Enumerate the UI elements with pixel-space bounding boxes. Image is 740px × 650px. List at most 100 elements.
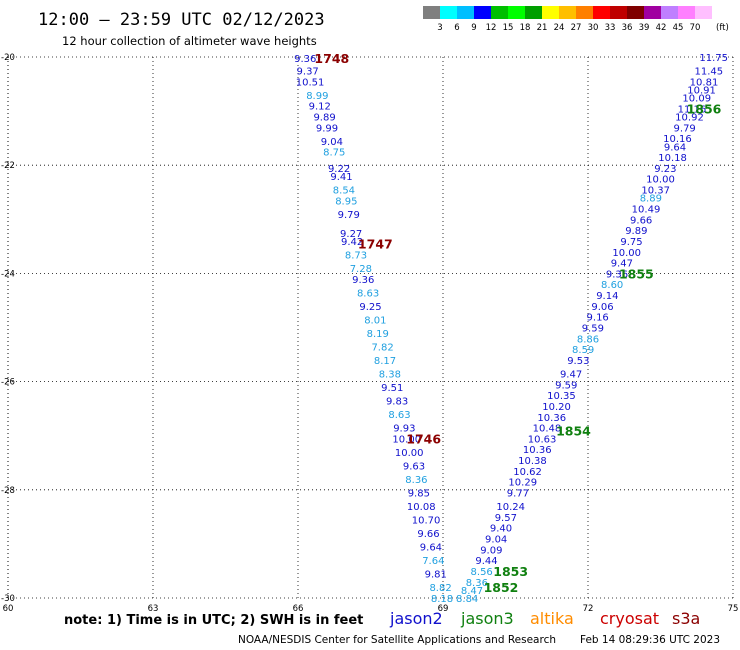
colorbar-swatch	[610, 6, 627, 19]
x-tick-label: 72	[583, 604, 594, 614]
data-point-label: 11.75	[699, 53, 728, 64]
y-tick-label: -30	[1, 594, 15, 604]
data-point-label: 10.00	[395, 448, 424, 459]
x-tick-label: 63	[148, 604, 159, 614]
data-point-label: 8.19	[367, 329, 389, 340]
axis-tick-labels: 60 63 66 69 72 75 -20 -22 -24 -26 -28 -30	[1, 53, 738, 614]
data-point-label: 8.01	[364, 315, 386, 326]
data-points: 9.369.3710.518.999.129.899.999.048.759.2…	[294, 53, 728, 605]
track-label: 1856	[687, 101, 722, 116]
data-point-label: 8.63	[388, 410, 410, 421]
data-point-label: 8.60	[601, 280, 623, 291]
data-point-label: 10.81	[690, 77, 719, 88]
data-point-label: 9.16	[587, 313, 609, 324]
colorbar-tick-label: 39	[639, 23, 650, 33]
data-point-label: 9.14	[596, 291, 618, 302]
data-point-label: 9.79	[674, 123, 696, 134]
colorbar-swatch	[440, 6, 457, 19]
footer-timestamp: Feb 14 08:29:36 UTC 2023	[580, 634, 720, 646]
data-point-label: 9.77	[507, 489, 529, 500]
colorbar-tick-label: 3	[437, 23, 442, 33]
colorbar-swatch	[644, 6, 661, 19]
x-tick-label: 60	[3, 604, 14, 614]
data-point-label: 7.64	[422, 556, 444, 567]
data-point-label: 9.64	[664, 142, 686, 153]
colorbar-swatch	[423, 6, 440, 19]
data-point-label: 8.17	[374, 356, 396, 367]
data-point-label: 9.37	[297, 67, 319, 78]
data-point-label: 8.75	[323, 148, 345, 159]
colorbar-swatch	[576, 6, 593, 19]
data-point-label: 8.84	[456, 594, 478, 605]
data-point-label: 8.38	[379, 369, 401, 380]
colorbar-swatch	[678, 6, 695, 19]
data-point-label: 10.29	[508, 478, 537, 489]
data-point-label: 9.36	[606, 269, 628, 280]
chart-subtitle: 12 hour collection of altimeter wave hei…	[62, 34, 317, 48]
data-point-label: 8.59	[572, 345, 594, 356]
data-point-label: 9.51	[381, 383, 403, 394]
data-point-label: 11.16	[678, 104, 707, 115]
x-tick-label: 75	[728, 604, 739, 614]
data-point-label: 10.51	[296, 77, 325, 88]
data-point-label: 8.54	[333, 186, 355, 197]
data-point-label: 10.92	[675, 113, 704, 124]
data-point-label: 7.82	[371, 342, 393, 353]
footer-credit: NOAA/NESDIS Center for Satellite Applica…	[238, 634, 556, 646]
data-point-label: 9.83	[386, 397, 408, 408]
data-point-label: 9.66	[630, 215, 652, 226]
satellite-legend-cryosat: cryosat	[600, 609, 659, 628]
colorbar-tick-label: 9	[471, 23, 476, 33]
data-point-label: 9.47	[611, 259, 633, 270]
colorbar-unit: (ft)	[716, 23, 729, 33]
colorbar-tick-label: 45	[673, 23, 684, 33]
colorbar-tick-label: 15	[503, 23, 514, 33]
data-point-label: 8.82	[429, 583, 451, 594]
colorbar-tick-label: 33	[605, 23, 616, 33]
colorbar-swatch	[661, 6, 678, 19]
colorbar-tick-label: 6	[454, 23, 459, 33]
data-point-label: 11.45	[695, 67, 724, 78]
track-label: 1746	[406, 431, 441, 446]
data-point-label: 9.40	[490, 524, 512, 535]
colorbar-swatch	[525, 6, 542, 19]
data-point-label: 10.49	[632, 204, 661, 215]
data-point-label: 9.04	[485, 534, 507, 545]
data-point-label: 10.37	[641, 186, 670, 197]
satellite-legend-jason3: jason3	[460, 609, 514, 628]
colorbar-tick-label: 27	[571, 23, 582, 33]
data-point-label: 9.99	[316, 123, 338, 134]
colorbar-tick-label: 24	[554, 23, 565, 33]
data-point-label: 8.56	[471, 567, 493, 578]
data-point-label: 10.62	[513, 467, 542, 478]
satellite-legend-s3a: s3a	[672, 609, 700, 628]
colorbar-tick-label: 70	[690, 23, 701, 33]
data-point-label: 8.86	[577, 334, 599, 345]
colorbar-swatch	[491, 6, 508, 19]
data-point-label: 10.48	[533, 424, 562, 435]
colorbar-swatch	[593, 6, 610, 19]
track-label: 1747	[358, 237, 393, 252]
data-point-label: 10.20	[542, 402, 571, 413]
data-point-label: 10.70	[412, 516, 441, 527]
data-point-label: 10.18	[658, 153, 687, 164]
track-label: 1855	[619, 266, 654, 281]
data-point-label: 9.36	[352, 275, 374, 286]
satellite-legend-jason2: jason2	[389, 609, 443, 628]
data-point-label: 10.91	[687, 85, 716, 96]
data-point-label: 9.41	[330, 172, 352, 183]
data-point-label: 9.12	[309, 102, 331, 113]
x-tick-label: 66	[293, 604, 304, 614]
data-point-label: 9.63	[403, 461, 425, 472]
data-point-label: 10.08	[407, 502, 436, 513]
data-point-label: 9.81	[425, 570, 447, 581]
data-point-label: 8.18	[431, 594, 453, 605]
track-label: 1853	[493, 564, 528, 579]
y-tick-label: -26	[1, 378, 15, 388]
x-tick-label: 69	[438, 604, 449, 614]
data-point-label: 9.59	[555, 380, 577, 391]
data-point-label: 10.00	[646, 175, 675, 186]
data-point-label: 10.16	[663, 134, 692, 145]
colorbar-swatch	[542, 6, 559, 19]
